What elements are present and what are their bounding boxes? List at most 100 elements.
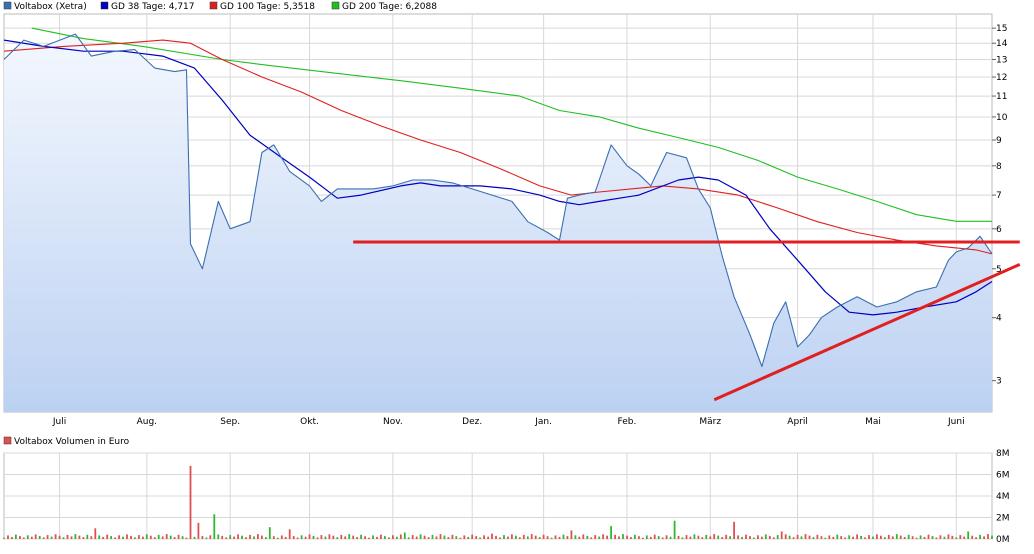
volume-bar: [344, 536, 347, 539]
volume-bar: [511, 534, 513, 539]
volume-bar: [816, 534, 819, 539]
legend-swatch: [3, 1, 12, 10]
volume-bar: [237, 534, 239, 539]
volume-bar: [253, 536, 255, 539]
volume-bar: [530, 534, 533, 539]
volume-bar: [757, 535, 759, 539]
volume-bar: [538, 537, 541, 539]
volume-bar: [507, 536, 509, 539]
volume-bar: [518, 537, 521, 539]
volume-bar: [717, 535, 720, 539]
legend-swatch: [100, 1, 109, 10]
volume-bar: [46, 535, 49, 539]
volume-bar: [733, 521, 735, 539]
volume-bar: [483, 535, 485, 539]
volume-bar: [241, 535, 243, 539]
volume-bar: [586, 535, 589, 539]
legend-swatch: [209, 1, 218, 10]
volume-bar: [70, 536, 73, 539]
volume-bar: [911, 536, 914, 539]
volume-bar: [300, 535, 303, 539]
y-tick-label: 4: [996, 314, 1002, 324]
volume-bar: [360, 534, 362, 539]
volume-bar: [880, 535, 882, 539]
volume-bar: [578, 536, 581, 539]
volume-bar: [463, 535, 466, 539]
volume-bar: [435, 536, 438, 539]
volume-bar: [594, 535, 597, 539]
volume-bar: [669, 536, 672, 539]
volume-bar: [661, 537, 664, 539]
legend-label: Voltabox (Xetra): [14, 2, 87, 12]
volume-bar: [983, 536, 985, 539]
x-tick-label: Nov.: [383, 417, 403, 427]
volume-bar: [384, 536, 386, 539]
volume-bar: [288, 529, 291, 539]
volume-bar: [94, 528, 97, 540]
volume-tick-label: 2M: [996, 514, 1010, 524]
volume-bar: [792, 537, 795, 539]
volume-bar: [459, 537, 462, 539]
volume-bar: [491, 533, 493, 539]
volume-bar: [197, 522, 200, 539]
volume-bar: [701, 537, 704, 539]
volume-bar: [225, 537, 228, 539]
volume-bar: [546, 536, 549, 539]
volume-bar: [149, 535, 152, 539]
volume-bar: [526, 536, 529, 539]
gd100-line: [3, 39, 993, 255]
volume-bar: [860, 535, 862, 539]
gd200-line: [31, 27, 992, 222]
volume-bar: [840, 536, 843, 539]
volume-bar: [721, 537, 724, 539]
volume-bar: [189, 465, 192, 539]
volume-bar: [209, 535, 212, 539]
x-tick-label: Jan.: [534, 417, 552, 427]
volume-bar: [939, 535, 942, 539]
volume-bar: [951, 535, 954, 539]
volume-bar: [221, 535, 224, 539]
volume-bar: [919, 535, 922, 539]
volume-tick-label: 4M: [996, 492, 1010, 502]
volume-bar: [467, 536, 470, 539]
volume-bar: [923, 536, 926, 539]
y-tick-label: 3: [996, 377, 1002, 387]
volume-bar: [495, 535, 497, 539]
volume-bar: [98, 535, 101, 539]
volume-bar: [729, 536, 731, 539]
volume-bar: [15, 534, 17, 539]
volume-bar: [268, 527, 271, 539]
gd38-line: [3, 39, 993, 316]
volume-bar: [534, 535, 537, 539]
volume-bar: [776, 535, 779, 539]
volume-bar: [177, 534, 180, 539]
volume-bar: [554, 535, 557, 539]
volume-bar: [30, 536, 33, 539]
legend-label: GD 200 Tage: 6,2088: [342, 2, 437, 12]
volume-bar: [626, 535, 628, 539]
volume-bar: [697, 535, 700, 539]
volume-bar: [503, 535, 505, 539]
volume-bar: [828, 535, 831, 539]
volume-bar: [50, 536, 53, 539]
volume-bar: [899, 535, 902, 539]
volume-bar: [550, 537, 553, 539]
volume-bar: [296, 537, 299, 539]
volume-bar: [824, 537, 827, 539]
trend-line: [713, 263, 1021, 402]
legend: Voltabox (Xetra) GD 38 Tage: 4,717 GD 100 …: [3, 1, 437, 12]
volume-bar: [233, 536, 235, 539]
volume-bar: [181, 536, 184, 539]
volume-bar: [122, 536, 124, 539]
volume-bar: [82, 537, 85, 539]
x-tick-label: Sep.: [220, 417, 240, 427]
volume-bar: [606, 535, 608, 539]
volume-bar: [118, 535, 120, 539]
y-tick-label: 15: [996, 24, 1007, 34]
y-tick-label: 12: [996, 73, 1007, 83]
volume-bar: [395, 536, 398, 539]
volume-bar: [447, 537, 450, 539]
volume-bar: [142, 536, 144, 539]
y-tick-label: 6: [996, 225, 1002, 235]
volume-bar: [764, 534, 767, 539]
